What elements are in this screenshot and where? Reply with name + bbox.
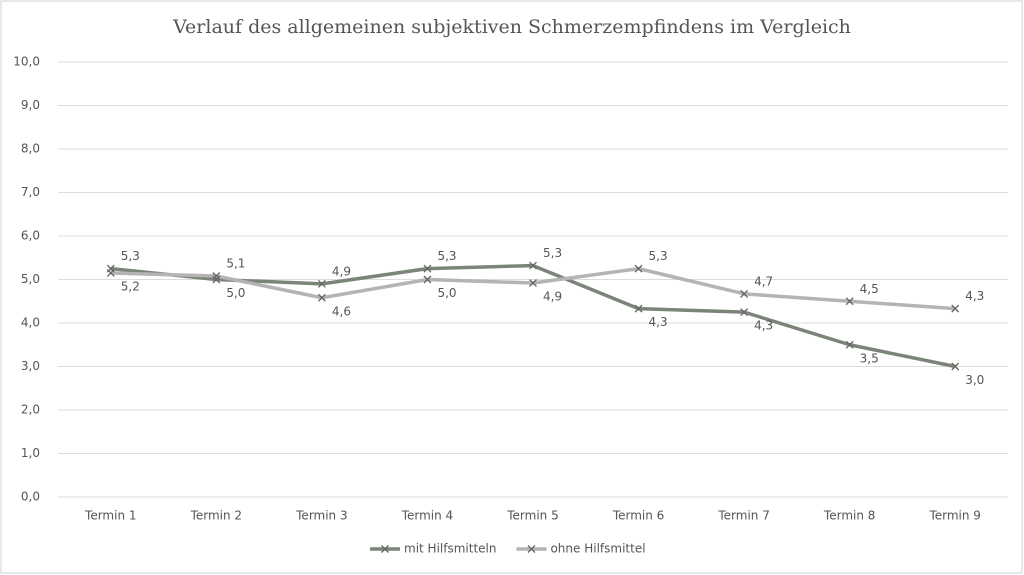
marker — [634, 264, 643, 273]
data-label: 4,7 — [754, 274, 773, 288]
y-tick-label: 10,0 — [13, 55, 40, 69]
x-tick-label: Termin 3 — [295, 509, 347, 523]
y-tick-label: 0,0 — [21, 490, 40, 504]
y-tick-label: 5,0 — [21, 272, 40, 286]
legend-marker — [527, 545, 536, 553]
marker — [423, 264, 432, 273]
y-tick-label: 6,0 — [21, 229, 40, 243]
data-label: 5,0 — [226, 286, 245, 300]
chart-title: Verlauf des allgemeinen subjektiven Schm… — [172, 16, 851, 38]
legend-label: mit Hilfsmitteln — [404, 542, 496, 556]
data-label: 4,3 — [754, 319, 773, 333]
data-label: 5,3 — [437, 249, 456, 263]
data-label: 5,1 — [226, 257, 245, 271]
data-label: 4,9 — [332, 264, 351, 278]
x-tick-label: Termin 2 — [190, 509, 242, 523]
data-label: 3,5 — [860, 351, 879, 365]
x-tick-label: Termin 7 — [717, 509, 769, 523]
x-tick-label: Termin 6 — [612, 509, 664, 523]
data-label: 5,3 — [543, 246, 562, 260]
data-label: 3,0 — [965, 373, 984, 387]
y-tick-label: 1,0 — [21, 446, 40, 460]
data-label: 4,3 — [649, 315, 668, 329]
data-label: 4,9 — [543, 289, 562, 303]
x-tick-label: Termin 5 — [506, 509, 558, 523]
legend-label: ohne Hilfsmittel — [550, 542, 645, 556]
x-tick-label: Termin 8 — [823, 509, 875, 523]
y-tick-label: 7,0 — [21, 185, 40, 199]
marker — [529, 279, 537, 287]
y-tick-label: 4,0 — [21, 316, 40, 330]
marker — [106, 269, 115, 277]
data-label: 4,3 — [965, 289, 984, 303]
marker — [529, 261, 537, 270]
y-tick-label: 2,0 — [21, 403, 40, 417]
marker — [845, 297, 854, 306]
y-tick-label: 3,0 — [21, 359, 40, 373]
data-label: 4,6 — [332, 304, 351, 318]
marker — [317, 293, 326, 302]
marker — [740, 308, 749, 317]
marker — [634, 304, 643, 313]
y-tick-label: 9,0 — [21, 98, 40, 112]
data-label: 5,2 — [121, 279, 140, 293]
marker — [212, 272, 221, 280]
data-label: 5,3 — [121, 249, 140, 263]
legend-marker — [381, 545, 389, 553]
marker — [740, 289, 749, 298]
data-label: 5,0 — [437, 286, 456, 300]
marker — [423, 275, 432, 284]
marker — [951, 304, 960, 313]
x-tick-label: Termin 4 — [401, 509, 453, 523]
x-tick-label: Termin 1 — [84, 509, 136, 523]
data-label: 4,5 — [860, 282, 879, 296]
y-tick-label: 8,0 — [21, 142, 40, 156]
x-tick-label: Termin 9 — [928, 509, 980, 523]
data-label: 5,3 — [649, 249, 668, 263]
marker — [845, 340, 854, 349]
marker — [212, 275, 221, 284]
marker — [951, 362, 960, 371]
marker — [317, 279, 326, 288]
